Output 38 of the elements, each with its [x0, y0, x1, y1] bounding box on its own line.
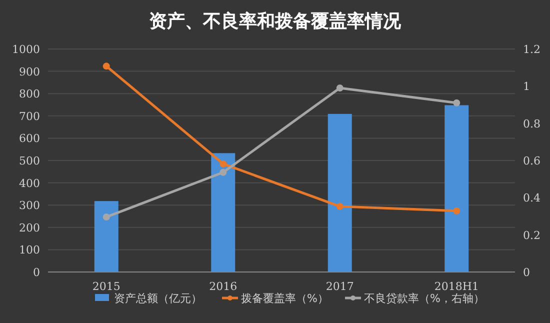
y-tick-label: 100 — [19, 244, 40, 257]
y-tick-label: 300 — [19, 199, 40, 212]
legend-label: 拨备覆盖率（%） — [241, 292, 328, 305]
y2-tick-label: 0.8 — [523, 117, 540, 130]
y2-tick-label: 0 — [523, 266, 530, 279]
bar — [444, 105, 469, 272]
point — [102, 213, 110, 220]
y-tick-label: 700 — [19, 110, 40, 123]
point — [453, 207, 460, 214]
y2-tick-label: 0.2 — [523, 228, 540, 242]
y-tick-label: 200 — [19, 221, 40, 234]
legend-label: 资产总额（亿元） — [114, 292, 202, 305]
y2-tick-label: 1.2 — [523, 43, 540, 56]
bar — [211, 153, 236, 272]
chart-title: 资产、不良率和拨备覆盖率情况 — [149, 11, 402, 32]
point — [102, 62, 110, 70]
point — [220, 168, 227, 176]
y-tick-label: 500 — [19, 154, 40, 168]
bar — [328, 114, 352, 272]
x-tick-label: 2016 — [209, 280, 238, 293]
y-tick-label: 600 — [19, 132, 40, 146]
x-tick-label: 2017 — [326, 280, 354, 293]
x-tick-label: 2015 — [92, 280, 120, 293]
point — [220, 160, 227, 168]
point — [453, 99, 460, 106]
y2-tick-label: 0.6 — [523, 154, 540, 168]
y-tick-label: 0 — [33, 266, 40, 279]
y-tick-label: 400 — [19, 176, 40, 190]
legend-label: 不良贷款率（%，右轴） — [364, 292, 484, 305]
y-tick-label: 1000 — [12, 43, 40, 56]
y-tick-label: 800 — [19, 88, 40, 101]
bar — [94, 201, 118, 272]
y2-tick-label: 0.4 — [523, 192, 540, 205]
point — [336, 84, 344, 92]
x-tick-label: 2018H1 — [434, 280, 479, 293]
y-tick-label: 900 — [19, 65, 40, 78]
y2-tick-label: 1 — [523, 80, 530, 94]
point — [336, 202, 344, 210]
